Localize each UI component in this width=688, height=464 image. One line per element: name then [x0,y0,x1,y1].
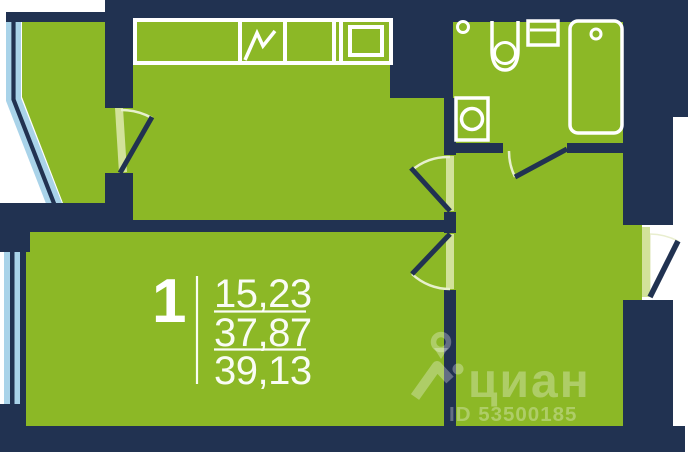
kitchen-door-leaf [409,166,452,213]
wall-left-bottom-block [0,404,26,428]
hallway-floor [456,153,623,426]
wall-balcony-right-upper [105,8,133,108]
wall-bathroom-bottom-left [444,143,503,153]
wall-right-lower [623,300,673,428]
bathroom-floor [450,22,623,143]
rooms [22,22,642,426]
wall-vertical-top [444,98,456,155]
wall-balcony-top [6,12,105,22]
windows [4,15,62,408]
balcony-door-leaf [117,115,155,175]
bathtub-icon [568,19,624,135]
area-overall: 39,13 [214,349,312,393]
toilet-bowl-icon [493,41,517,65]
kitchen-counter [133,18,393,65]
balcony-door-ghost [115,108,127,173]
washing-machine-drum-icon [459,106,485,132]
bedroom-door-ghost [446,234,454,289]
wall-balcony-right-lower [105,173,133,232]
kitchen-door-ghost [446,156,454,211]
watermark-chevron-icon [410,361,454,400]
valve-icon [456,20,470,34]
room-number: 1 [152,267,186,336]
kitchen-fixtures [133,18,393,65]
kitchen-sink-icon [348,25,384,57]
balcony-window-frame [11,15,57,207]
area-total: 37,87 [214,311,312,355]
bathroom-fixtures [454,19,624,142]
bathroom-door-opening [503,143,567,153]
watermark-listing-id: ID 53500185 [449,403,577,426]
room-labels: 1 15,23 37,87 39,13 [152,267,312,393]
wall-duct-block [390,0,453,98]
wall-bathroom-bottom-right [567,143,623,153]
area-living: 15,23 [214,272,312,316]
bedroom-door-leaf [410,232,452,276]
wall-kitchen-bedroom [130,220,456,232]
wall-left-step [0,203,30,252]
toilet-icon [490,21,520,72]
washbasin-icon [526,19,560,47]
wall-right-upper [623,0,673,225]
wall-left-edge [20,246,26,406]
watermark-dot-icon [452,363,464,375]
doors [115,108,681,299]
wall-bottom [0,426,685,452]
watermark-pin-icon [430,331,452,353]
watermark-pin-tail [434,348,448,359]
bedroom-door-arc [411,273,451,291]
entrance-door-ghost [642,227,650,297]
bedroom-window-frame [10,248,15,408]
entrance-door-leaf [647,239,681,299]
hob-icon [243,28,277,61]
balcony-floor [22,22,105,203]
bathtub-drain-icon [589,27,603,41]
watermark-brand: циан [468,355,591,408]
bedroom-floor [26,232,444,426]
walls [0,0,688,452]
bathroom-door-leaf [513,146,569,180]
wall-vertical-mid [444,212,456,233]
entrance-door-opening [623,225,642,300]
wall-vertical-bottom [444,290,456,428]
washing-machine-icon [454,96,490,142]
watermark: циан ID 53500185 [410,331,591,426]
